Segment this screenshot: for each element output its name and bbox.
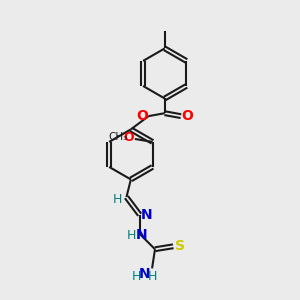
Text: N: N [135,228,147,242]
Text: H: H [113,193,122,206]
Text: N: N [139,267,151,281]
Text: O: O [181,109,193,123]
Text: CH₃: CH₃ [108,133,128,142]
Text: S: S [175,239,185,253]
Text: O: O [137,109,148,123]
Text: N: N [140,208,152,222]
Text: H: H [132,270,141,283]
Text: O: O [123,131,134,144]
Text: H: H [148,270,157,283]
Text: H: H [127,229,136,242]
